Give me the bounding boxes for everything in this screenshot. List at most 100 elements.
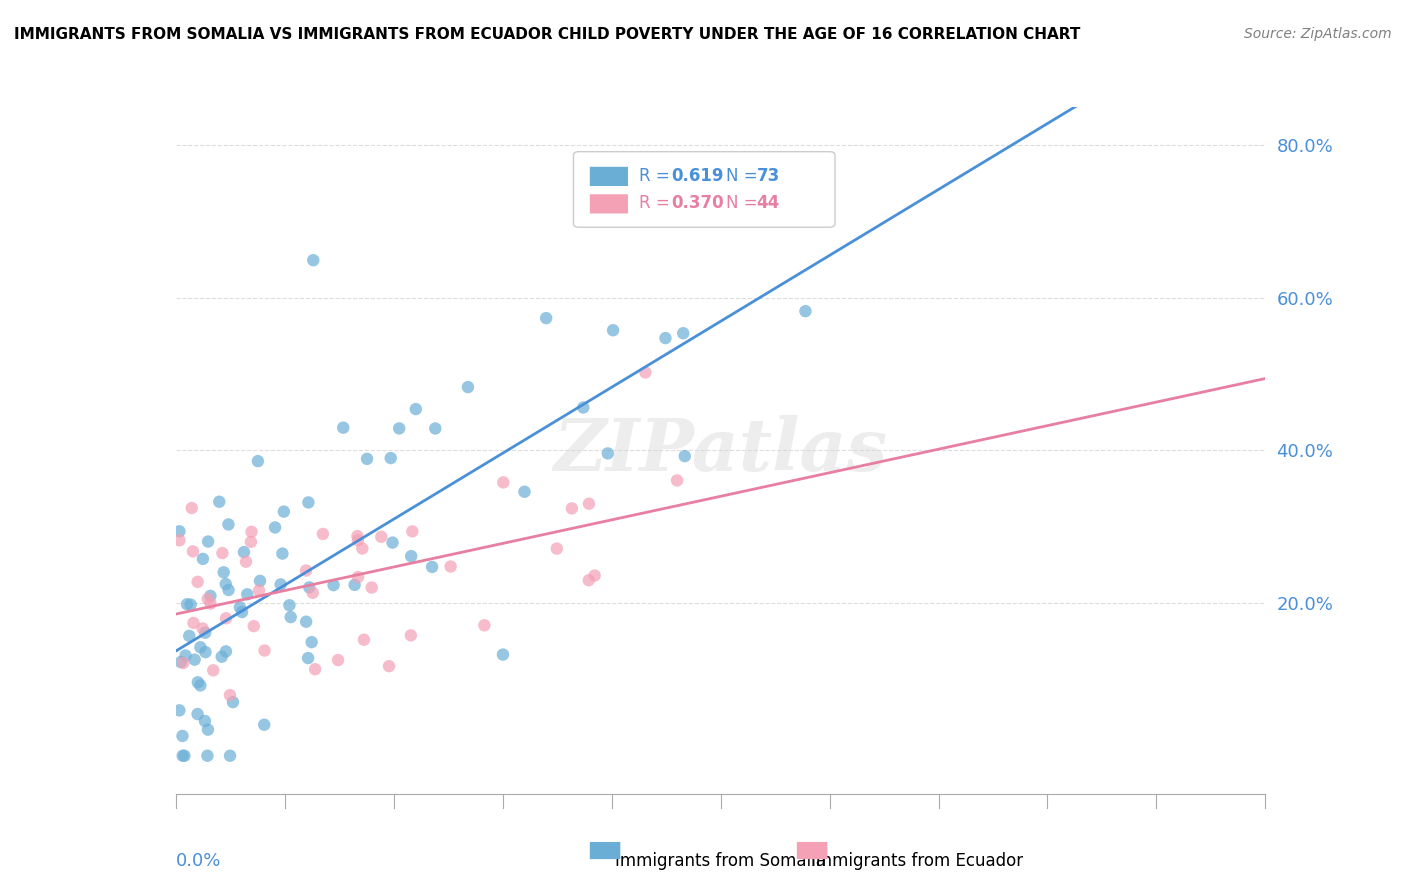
Point <box>191 622 214 636</box>
Point <box>181 544 204 558</box>
Point <box>457 380 479 394</box>
Point <box>173 748 195 763</box>
Point <box>666 474 689 488</box>
Point <box>301 635 323 649</box>
Text: N =: N = <box>725 167 763 185</box>
Point <box>169 703 191 717</box>
Point <box>298 581 321 595</box>
Point <box>190 678 212 692</box>
Point <box>401 524 423 539</box>
FancyBboxPatch shape <box>574 152 835 227</box>
FancyBboxPatch shape <box>591 842 620 859</box>
Point <box>174 648 197 663</box>
Point <box>270 577 292 591</box>
Point <box>194 625 217 640</box>
Point <box>179 629 201 643</box>
Point <box>440 559 463 574</box>
Point <box>231 605 253 619</box>
Point <box>353 632 375 647</box>
Text: ZIPatlas: ZIPatlas <box>554 415 887 486</box>
Point <box>370 530 392 544</box>
Point <box>561 501 583 516</box>
Point <box>211 546 233 560</box>
Point <box>232 545 254 559</box>
Point <box>240 524 263 539</box>
Point <box>332 420 354 434</box>
FancyBboxPatch shape <box>591 167 628 186</box>
Point <box>295 564 318 578</box>
Point <box>183 653 205 667</box>
Point <box>596 446 619 460</box>
Point <box>197 748 219 763</box>
Point <box>170 655 193 669</box>
Point <box>172 729 194 743</box>
Point <box>346 529 368 543</box>
Point <box>172 656 194 670</box>
Point <box>425 421 447 435</box>
Text: 44: 44 <box>756 194 780 212</box>
Point <box>546 541 568 556</box>
Point <box>236 587 259 601</box>
Point <box>578 574 600 588</box>
Point <box>247 583 270 598</box>
Point <box>278 599 301 613</box>
Point <box>183 615 205 630</box>
Text: 0.0%: 0.0% <box>176 852 221 871</box>
Point <box>200 597 222 611</box>
Point <box>297 651 319 665</box>
Text: 0.370: 0.370 <box>672 194 724 212</box>
Text: 0.619: 0.619 <box>672 167 724 185</box>
Point <box>219 688 242 702</box>
Point <box>200 589 222 603</box>
Point <box>405 402 427 417</box>
Text: R =: R = <box>638 167 675 185</box>
Point <box>194 645 217 659</box>
Point <box>380 451 402 466</box>
Point <box>176 597 198 611</box>
Point <box>169 524 191 539</box>
Point <box>169 533 191 548</box>
Text: Immigrants from Somalia: Immigrants from Somalia <box>616 852 825 871</box>
Point <box>312 527 335 541</box>
Point <box>194 714 217 728</box>
Point <box>492 475 515 490</box>
Point <box>242 619 264 633</box>
Point <box>215 611 238 625</box>
Point <box>249 574 271 588</box>
Point <box>578 497 600 511</box>
Text: N =: N = <box>725 194 763 212</box>
Point <box>360 581 382 595</box>
Text: R =: R = <box>638 194 675 212</box>
Point <box>197 534 219 549</box>
Point <box>399 628 422 642</box>
Point <box>534 311 557 326</box>
Point <box>572 401 595 415</box>
Point <box>583 568 606 582</box>
Point <box>190 640 212 655</box>
Point <box>343 578 366 592</box>
Point <box>673 449 696 463</box>
Point <box>280 610 302 624</box>
Point <box>239 534 262 549</box>
Point <box>229 600 252 615</box>
Point <box>295 615 318 629</box>
Point <box>235 555 257 569</box>
Point <box>180 501 202 516</box>
Point <box>352 541 374 556</box>
Point <box>222 695 245 709</box>
Point <box>197 723 219 737</box>
Point <box>215 644 238 658</box>
Point <box>191 552 214 566</box>
Point <box>218 582 240 597</box>
Point <box>302 253 325 268</box>
Point <box>246 454 269 468</box>
Point <box>301 586 323 600</box>
Point <box>672 326 695 341</box>
Point <box>253 643 276 657</box>
Point <box>211 649 233 664</box>
FancyBboxPatch shape <box>591 194 628 213</box>
Point <box>208 494 231 508</box>
Point <box>388 421 411 435</box>
Text: Source: ZipAtlas.com: Source: ZipAtlas.com <box>1244 27 1392 41</box>
FancyBboxPatch shape <box>797 842 827 859</box>
